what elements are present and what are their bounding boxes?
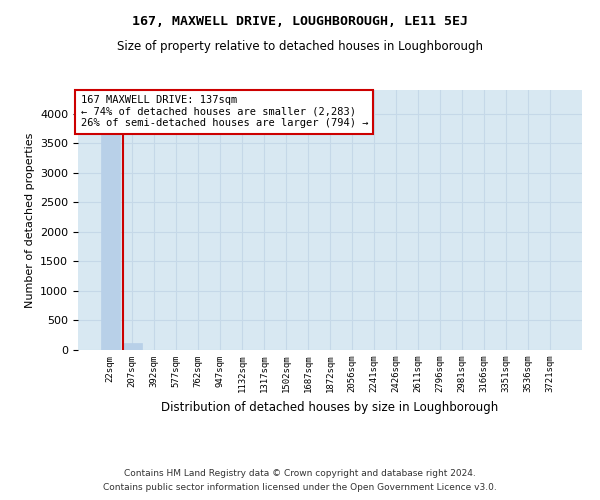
- Bar: [123, 343, 142, 350]
- Text: Contains public sector information licensed under the Open Government Licence v3: Contains public sector information licen…: [103, 484, 497, 492]
- Text: 167 MAXWELL DRIVE: 137sqm
← 74% of detached houses are smaller (2,283)
26% of se: 167 MAXWELL DRIVE: 137sqm ← 74% of detac…: [80, 95, 368, 128]
- Text: Contains HM Land Registry data © Crown copyright and database right 2024.: Contains HM Land Registry data © Crown c…: [124, 468, 476, 477]
- Text: 167, MAXWELL DRIVE, LOUGHBOROUGH, LE11 5EJ: 167, MAXWELL DRIVE, LOUGHBOROUGH, LE11 5…: [132, 15, 468, 28]
- X-axis label: Distribution of detached houses by size in Loughborough: Distribution of detached houses by size …: [161, 401, 499, 414]
- Text: Size of property relative to detached houses in Loughborough: Size of property relative to detached ho…: [117, 40, 483, 53]
- Bar: [101, 120, 119, 350]
- Y-axis label: Number of detached properties: Number of detached properties: [25, 132, 35, 308]
